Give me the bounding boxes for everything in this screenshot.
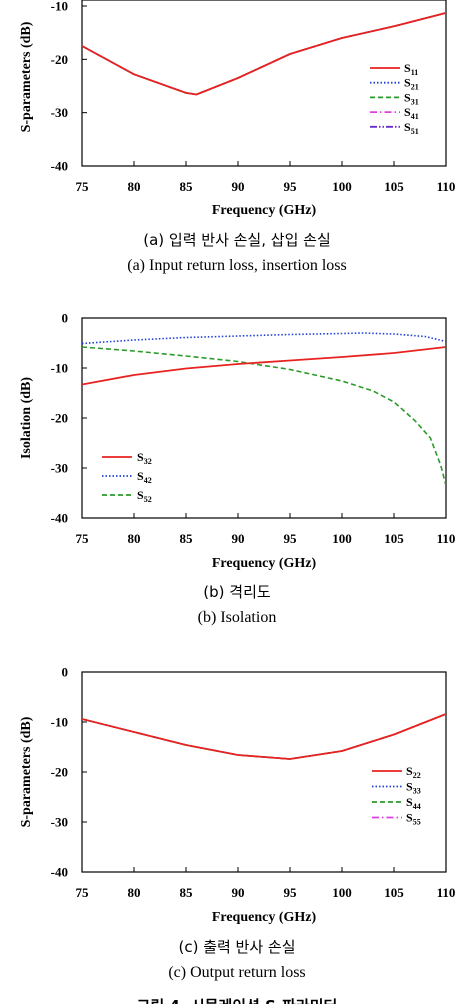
series-line-s44 [82, 713, 446, 760]
legend-subscript: 51 [411, 127, 419, 136]
legend-subscript: 52 [144, 495, 152, 504]
y-tick-label: 0 [62, 311, 69, 326]
y-tick-label: -10 [51, 361, 68, 376]
caption-korean: (b) 격리도 [203, 583, 271, 601]
y-tick-label: -30 [51, 815, 68, 830]
caption-english: (c) Output return loss [168, 964, 305, 981]
x-tick-label: 85 [180, 179, 194, 194]
series-line-s55 [82, 713, 446, 760]
legend-subscript: 44 [413, 802, 421, 811]
x-tick-label: 85 [180, 885, 194, 900]
figure-caption: 그림 4. 시뮬레이션 S-파라미터 [137, 997, 338, 1004]
x-axis-label: Frequency (GHz) [212, 203, 317, 218]
y-tick-label: -30 [51, 105, 68, 120]
series-line-s52 [82, 346, 446, 486]
legend-subscript: 21 [411, 83, 419, 92]
x-tick-label: 95 [284, 885, 298, 900]
legend-subscript: 31 [411, 97, 419, 106]
legend-label-s32: S32 [137, 450, 152, 466]
x-axis-label: Frequency (GHz) [212, 556, 317, 571]
y-tick-label: -10 [51, 0, 68, 14]
y-tick-label: 0 [62, 665, 69, 680]
series-line-s32 [82, 346, 446, 386]
chart-panel-1: 75 80 85 90 95 100 105 110 -10 -20 -30 -40 Frequency… [19, 0, 455, 274]
series-line-s33 [82, 713, 446, 760]
x-tick-label: 75 [76, 179, 90, 194]
x-tick-label: 90 [232, 179, 245, 194]
series-line-s11 [82, 12, 446, 96]
legend-label-s44: S44 [406, 795, 421, 811]
legend-label-s11: S11 [404, 61, 418, 77]
legend-label-s22: S22 [406, 764, 421, 780]
y-tick-label: -20 [51, 765, 68, 780]
y-tick-label: -20 [51, 411, 68, 426]
caption-english: (b) Isolation [198, 609, 277, 626]
x-tick-label: 90 [232, 531, 245, 546]
legend-label-s41: S41 [404, 105, 419, 121]
legend-label-s31: S31 [404, 90, 419, 106]
y-tick-label: -40 [51, 865, 68, 880]
x-axis-label: Frequency (GHz) [212, 910, 317, 925]
y-axis-label: S-parameters (dB) [19, 21, 34, 132]
x-tick-label: 100 [332, 531, 352, 546]
caption-english: (a) Input return loss, insertion loss [127, 257, 347, 274]
x-tick-label: 85 [180, 531, 194, 546]
plot-frame [81, 0, 447, 167]
legend-subscript: 41 [411, 112, 419, 121]
x-tick-label: 110 [437, 885, 456, 900]
chart-panel-2: 75 80 85 90 95 100 105 110 0 -10 -20 -30 -40 Frequenc… [19, 311, 455, 627]
legend-subscript: 11 [411, 68, 419, 77]
x-tick-label: 110 [437, 531, 456, 546]
legend-subscript: 42 [144, 476, 152, 485]
legend-label-s42: S42 [137, 469, 152, 485]
legend-label-s51: S51 [404, 120, 419, 136]
x-tick-label: 105 [384, 531, 404, 546]
legend-label-s52: S52 [137, 488, 152, 504]
y-axis-label: Isolation (dB) [19, 377, 34, 459]
legend-subscript: 22 [413, 771, 421, 780]
x-tick-label: 75 [76, 885, 90, 900]
x-tick-label: 105 [384, 179, 404, 194]
x-tick-label: 110 [437, 179, 456, 194]
caption-korean: (a) 입력 반사 손실, 삽입 손실 [143, 231, 331, 249]
x-tick-label: 100 [332, 885, 352, 900]
legend-subscript: 33 [413, 787, 421, 796]
x-tick-label: 90 [232, 885, 245, 900]
legend-label-s21: S21 [404, 76, 419, 92]
legend: S32 S42 S52 [102, 450, 152, 504]
plot-frame [81, 671, 447, 873]
caption-korean: (c) 출력 반사 손실 [178, 938, 295, 956]
x-tick-label: 80 [128, 179, 141, 194]
x-tick-label: 100 [332, 179, 352, 194]
x-tick-label: 105 [384, 885, 404, 900]
legend-subscript: 32 [144, 457, 152, 466]
y-tick-label: -40 [51, 159, 68, 174]
y-tick-label: -30 [51, 461, 68, 476]
y-tick-label: -40 [51, 511, 68, 526]
x-tick-label: 80 [128, 531, 141, 546]
x-tick-label: 95 [284, 179, 298, 194]
legend-label-s55: S55 [406, 811, 421, 827]
x-tick-label: 75 [76, 531, 90, 546]
legend-subscript: 55 [413, 818, 421, 827]
x-tick-label: 80 [128, 885, 141, 900]
y-tick-label: -10 [51, 715, 68, 730]
x-tick-label: 95 [284, 531, 298, 546]
legend-label-s33: S33 [406, 780, 421, 796]
chart-panel-3: 75 80 85 90 95 100 105 110 0 -10 -20 -30 -40 Frequenc… [19, 665, 455, 982]
series-line-s22 [82, 713, 446, 760]
y-axis-label: S-parameters (dB) [19, 716, 34, 827]
series-line-s42 [82, 332, 446, 345]
y-tick-label: -20 [51, 52, 68, 67]
